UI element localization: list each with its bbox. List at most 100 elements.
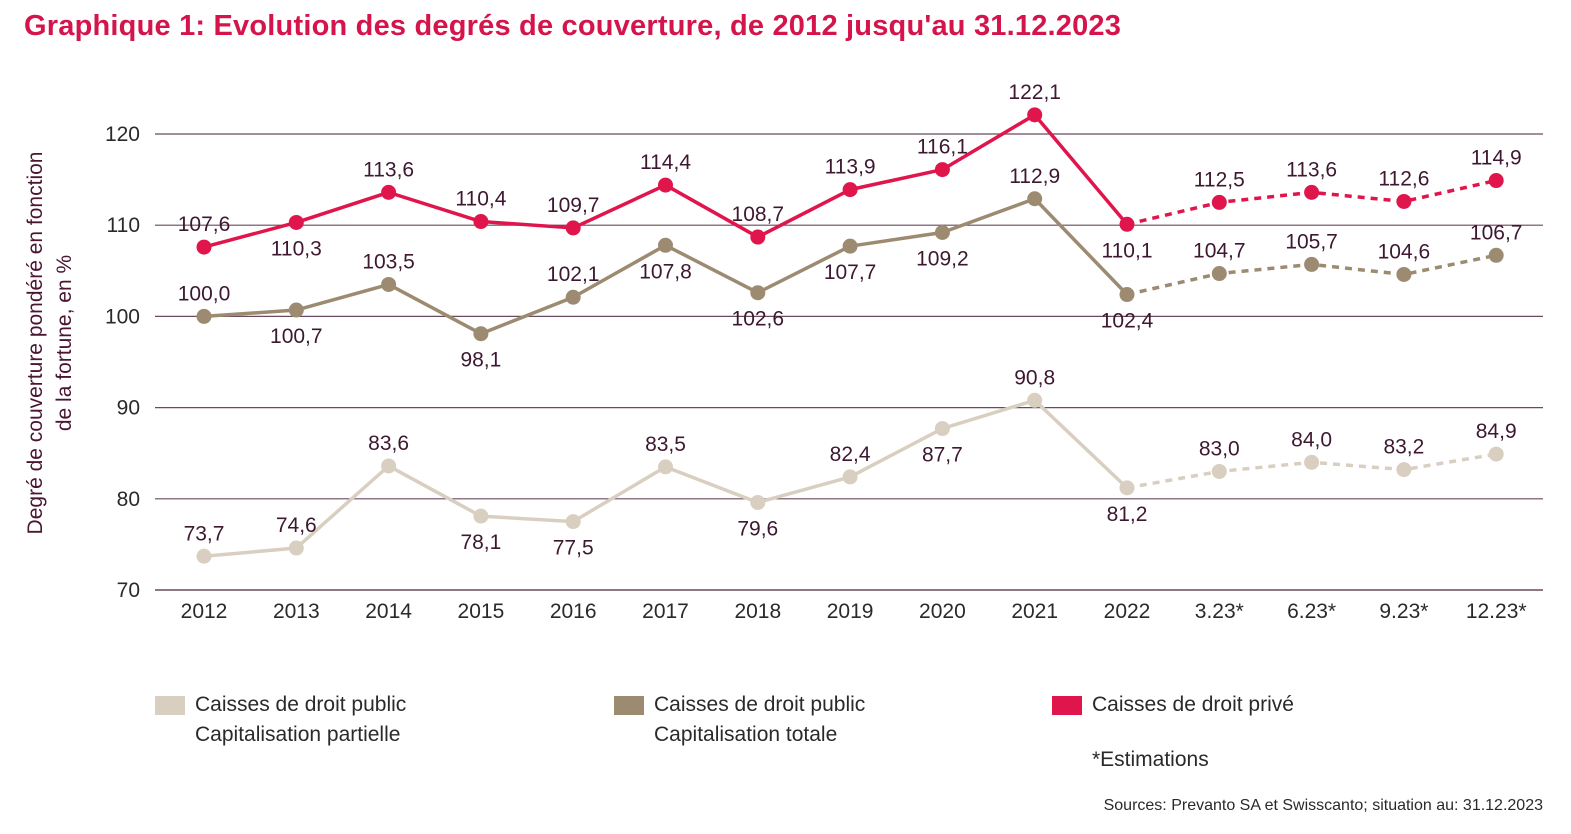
data-label: 79,6 <box>737 517 778 540</box>
series-lines <box>196 107 1504 564</box>
y-tick-labels: 70 80 90 100 110 120 <box>105 123 140 602</box>
data-label: 106,7 <box>1470 221 1523 244</box>
data-point <box>934 162 950 178</box>
legend-label: Caisses de droit public Capitalisation t… <box>654 693 866 746</box>
data-point <box>196 548 212 564</box>
x-tick-label: 2017 <box>642 600 689 623</box>
data-label: 84,9 <box>1476 420 1517 443</box>
x-tick-label: 2016 <box>550 600 597 623</box>
data-point <box>381 184 397 200</box>
data-label: 78,1 <box>460 531 501 554</box>
data-label: 83,0 <box>1199 437 1240 460</box>
data-label: 83,5 <box>645 433 686 456</box>
data-point <box>196 308 212 324</box>
data-point <box>1396 462 1412 478</box>
data-point <box>473 214 489 230</box>
data-label: 107,6 <box>178 213 231 236</box>
y-axis-title-line: Degré de couverture pondéré en fonction <box>24 152 47 535</box>
data-label: 83,6 <box>368 432 409 455</box>
y-tick-label: 80 <box>117 488 140 511</box>
data-point <box>473 508 489 524</box>
y-axis-title: Degré de couverture pondéré en fonction d… <box>24 152 76 535</box>
x-tick-label: 2022 <box>1104 600 1151 623</box>
data-point <box>658 459 673 475</box>
data-label: 83,2 <box>1383 436 1424 459</box>
data-point <box>1304 256 1320 272</box>
data-label: 102,1 <box>547 263 600 286</box>
x-tick-label: 2020 <box>919 600 966 623</box>
source-note: Sources: Prevanto SA et Swisscanto; situ… <box>1103 797 1543 814</box>
data-point <box>381 458 397 474</box>
data-point <box>934 224 950 240</box>
data-label: 112,5 <box>1194 168 1245 191</box>
chart-title: Graphique 1: Evolution des degrés de cou… <box>24 10 1122 42</box>
data-label: 107,7 <box>824 261 877 284</box>
data-label: 108,7 <box>732 203 785 226</box>
data-label: 100,0 <box>178 282 231 305</box>
data-point <box>1027 392 1043 408</box>
x-tick-label: 2018 <box>734 600 781 623</box>
x-tick-label: 12.23* <box>1466 600 1527 623</box>
legend-swatch <box>155 696 185 715</box>
data-point <box>565 220 581 236</box>
data-point <box>1396 193 1412 209</box>
data-point <box>1488 173 1504 189</box>
data-label: 109,7 <box>547 194 600 217</box>
data-point <box>750 285 766 301</box>
y-axis-title-line: de la fortune, en % <box>53 255 76 431</box>
data-point <box>1211 266 1227 282</box>
data-point <box>288 302 304 318</box>
x-tick-label: 9.23* <box>1379 600 1428 623</box>
data-point <box>565 514 581 530</box>
x-tick-label: 2013 <box>273 600 320 623</box>
data-label: 104,6 <box>1378 240 1431 263</box>
x-tick-labels: 2012 2013 2014 2015 2016 2017 2018 2019 2020 2021… <box>181 600 1527 623</box>
data-label: 105,7 <box>1285 230 1338 253</box>
data-label: 102,4 <box>1101 310 1154 333</box>
data-point <box>196 239 212 255</box>
data-point <box>1119 480 1135 496</box>
data-point <box>1304 184 1320 200</box>
data-label: 113,9 <box>825 156 876 179</box>
data-label: 103,5 <box>362 250 415 273</box>
grid-lines <box>155 133 1543 591</box>
data-label: 113,6 <box>363 158 414 181</box>
data-label: 102,6 <box>732 308 785 331</box>
data-point <box>1304 454 1320 470</box>
line-chart: Degré de couverture pondéré en fonction d… <box>24 81 1543 623</box>
data-point <box>1119 287 1135 303</box>
x-tick-label: 2014 <box>365 600 412 623</box>
series-group <box>196 392 1504 564</box>
legend-label: Caisses de droit privé <box>1092 693 1294 716</box>
y-tick-label: 90 <box>117 397 140 420</box>
data-point <box>1027 191 1043 207</box>
data-point <box>842 238 858 254</box>
data-point <box>1211 194 1227 210</box>
data-label: 87,7 <box>922 444 963 467</box>
data-label: 107,8 <box>639 260 692 283</box>
data-point <box>750 494 766 510</box>
data-point <box>658 177 673 193</box>
data-label: 90,8 <box>1014 366 1055 389</box>
y-axis-title-text: Degré de couverture pondéré en fonction d… <box>24 152 76 535</box>
x-tick-label: 2015 <box>458 600 505 623</box>
y-tick-label: 70 <box>117 579 140 602</box>
data-point <box>381 276 397 292</box>
y-tick-label: 120 <box>105 123 140 146</box>
series-group <box>196 107 1504 255</box>
data-label: 112,9 <box>1009 165 1060 188</box>
data-label: 73,7 <box>184 522 225 545</box>
data-label: 113,6 <box>1286 158 1337 181</box>
legend-label: Caisses de droit public Capitalisation p… <box>195 693 407 746</box>
data-point <box>1396 266 1412 282</box>
data-label: 109,2 <box>916 247 969 270</box>
data-label: 122,1 <box>1008 81 1061 104</box>
data-label: 104,7 <box>1193 240 1246 263</box>
x-tick-label: 3.23* <box>1195 600 1244 623</box>
data-point <box>842 469 858 485</box>
data-label: 100,7 <box>270 325 323 348</box>
data-point <box>288 214 304 230</box>
x-tick-label: 2012 <box>181 600 228 623</box>
data-point <box>658 237 673 253</box>
data-label: 74,6 <box>276 514 317 537</box>
